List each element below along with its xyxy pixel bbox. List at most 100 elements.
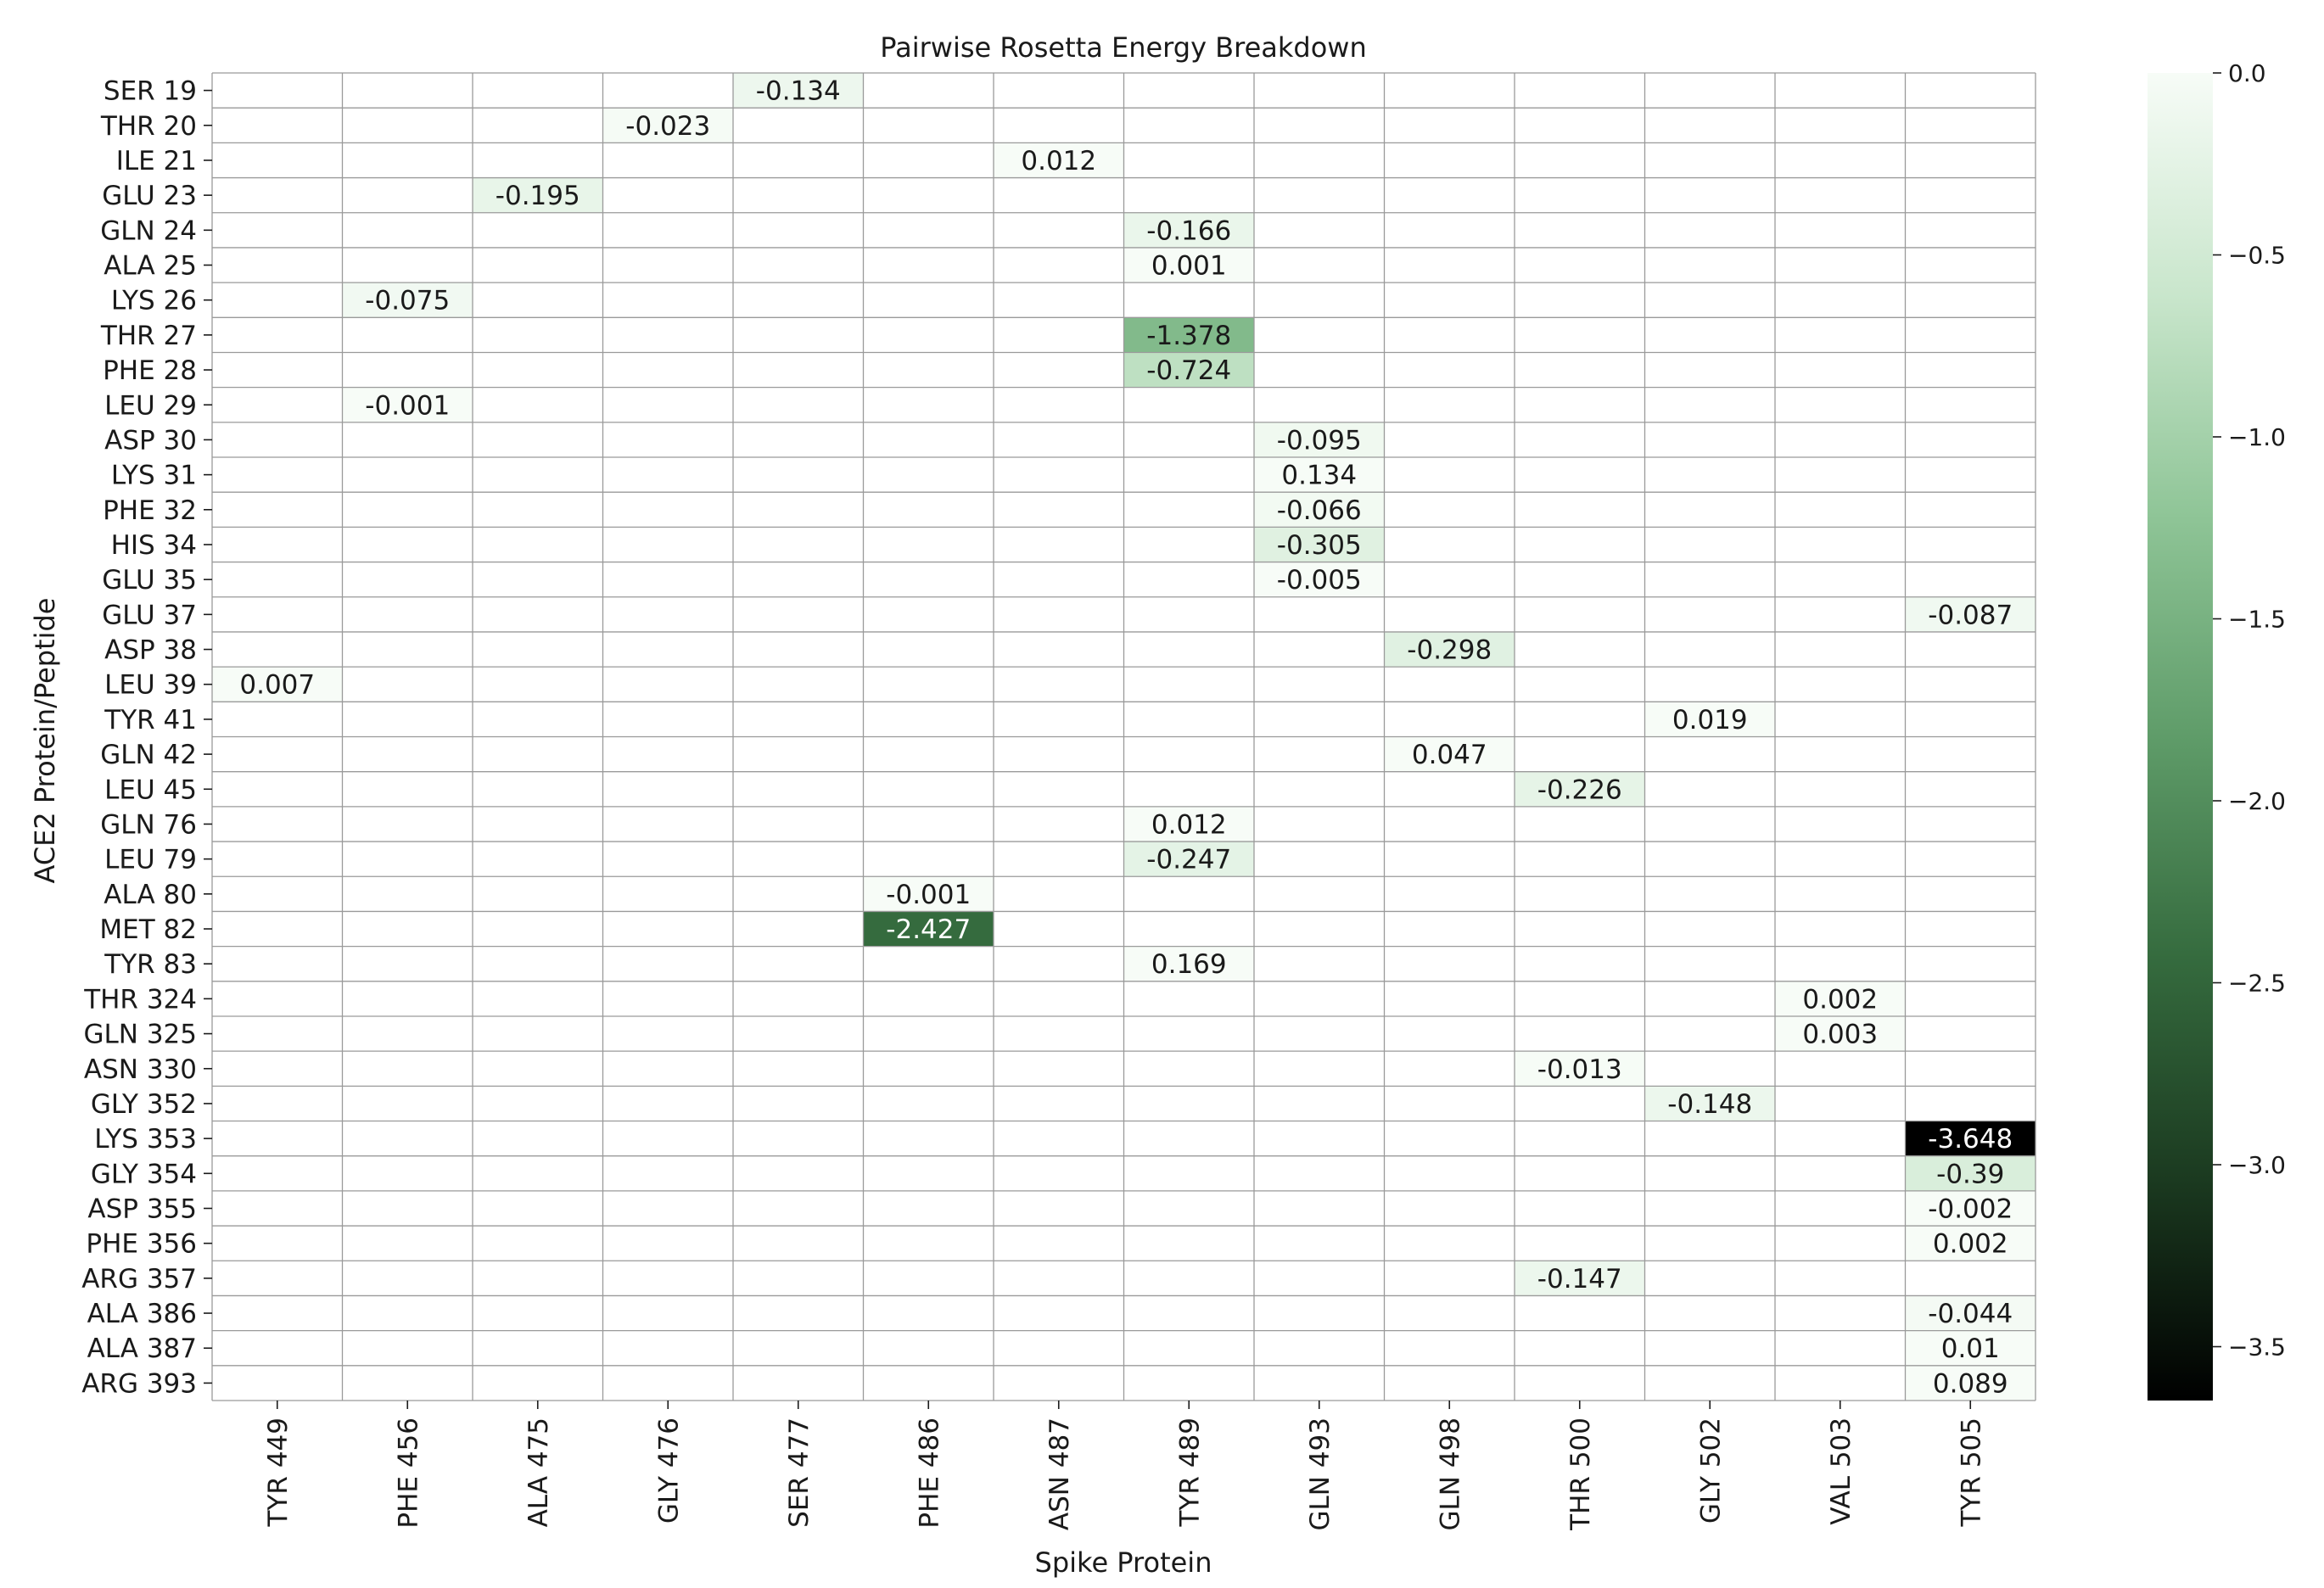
x-tick-label: GLN 493 [1305, 1417, 1336, 1531]
cell-value-label: 0.007 [239, 670, 315, 701]
heatmap-cell-tyr-83-tyr-489 [1123, 946, 1254, 981]
heatmap-cell-asn-330-thr-500 [1515, 1051, 1645, 1087]
cell-value-label: 0.001 [1151, 251, 1227, 282]
x-tick-label: ALA 475 [524, 1417, 554, 1527]
y-tick-label: GLY 354 [91, 1159, 197, 1189]
y-tick-label: GLN 76 [100, 809, 197, 840]
cell-value-label: -0.023 [625, 111, 710, 142]
heatmap-cell-lys-353-tyr-505 [1905, 1121, 2036, 1156]
x-tick-label: GLY 476 [653, 1417, 684, 1524]
heatmap-cell-phe-356-tyr-505 [1905, 1226, 2036, 1261]
cell-value-label: -0.305 [1277, 530, 1362, 561]
cell-value-label: 0.089 [1933, 1368, 2008, 1399]
cell-value-label: 0.003 [1802, 1020, 1878, 1050]
y-tick-label: GLN 24 [100, 215, 197, 246]
cell-value-label: 0.01 [1941, 1334, 2000, 1364]
colorbar-tick-label: −2.0 [2228, 787, 2286, 815]
cell-value-label: -0.087 [1928, 600, 2013, 630]
colorbar-gradient [2148, 73, 2213, 1401]
y-tick-label: GLN 42 [100, 740, 197, 770]
heatmap-cell-thr-27-tyr-489 [1123, 317, 1254, 353]
x-axis: TYR 449 PHE 456 ALA 475 GLY 476 SER 477 PHE 4… [263, 1401, 1986, 1531]
heatmap-cell-glu-37-tyr-505 [1905, 596, 2036, 632]
cell-value-label: 0.134 [1281, 461, 1357, 491]
x-tick-label: GLY 502 [1695, 1417, 1726, 1524]
y-tick-label: PHE 28 [103, 355, 197, 386]
cell-value-label: 0.002 [1933, 1229, 2008, 1260]
x-tick-label: VAL 503 [1826, 1417, 1856, 1525]
cell-value-label: -0.002 [1928, 1194, 2013, 1224]
y-tick-label: ASP 38 [104, 635, 197, 666]
cell-value-label: -0.166 [1146, 215, 1231, 246]
heatmap-cell-asp-38-gln-498 [1384, 631, 1515, 668]
cell-value-label: -0.39 [1936, 1159, 2004, 1189]
y-tick-label: LEU 45 [104, 774, 197, 805]
heatmap-cell-gln-42-gln-498 [1384, 736, 1515, 772]
y-tick-label: MET 82 [99, 914, 197, 945]
y-tick-label: ASP 30 [104, 425, 197, 456]
cell-value-label: 0.047 [1412, 740, 1487, 770]
heatmap-cell-lys-26-phe-456 [342, 282, 473, 318]
cell-value-label: -1.378 [1146, 321, 1231, 351]
colorbar: 0.0 −0.5 −1.0 −1.5 −2.0 −2.5 −3.0 −3.5 [2148, 59, 2286, 1401]
cell-value-label: -2.427 [886, 914, 971, 945]
cell-value-label: -0.298 [1407, 635, 1492, 666]
heatmap-cell-phe-28-tyr-489 [1123, 352, 1254, 388]
cell-value-label: 0.019 [1672, 705, 1748, 735]
cell-value-label: -0.044 [1928, 1299, 2013, 1329]
heatmap-cell-ala-386-tyr-505 [1905, 1295, 2036, 1331]
cell-value-label: -0.195 [496, 181, 580, 211]
heatmap-cell-ala-25-tyr-489 [1123, 247, 1254, 283]
y-tick-label: LYS 353 [94, 1124, 197, 1155]
y-tick-label: ARG 357 [81, 1264, 197, 1294]
heatmap-cell-ile-21-asn-487 [994, 143, 1124, 178]
cell-value-label: -0.013 [1537, 1054, 1622, 1085]
heatmap-cell-tyr-41-gly-502 [1644, 702, 1775, 737]
y-tick-label: ALA 80 [104, 880, 197, 910]
heatmap-cell-leu-29-phe-456 [342, 387, 473, 422]
y-tick-label: ASP 355 [87, 1194, 197, 1224]
heatmap-cell-asp-30-gln-493 [1254, 422, 1385, 458]
y-axis-title: ACE2 Protein/Peptide [29, 598, 61, 884]
x-tick-label: TYR 505 [1956, 1417, 1986, 1527]
heatmap-cells [212, 73, 2036, 1401]
y-axis: SER 19 THR 20 ILE 21 GLU 23 GLN 24 ALA 25 LYS … [81, 76, 212, 1399]
y-tick-label: GLY 352 [91, 1089, 197, 1120]
y-tick-label: THR 20 [100, 111, 197, 142]
y-tick-label: LYS 31 [111, 461, 197, 491]
cell-value-label: -0.226 [1537, 774, 1622, 805]
y-tick-label: SER 19 [104, 76, 197, 107]
y-tick-label: LEU 39 [104, 670, 197, 701]
cell-value-label: 0.012 [1151, 809, 1227, 840]
heatmap-value-labels: -0.134 -0.023 0.012 -0.195 -0.166 0.001 -0.075… [239, 76, 2013, 1400]
cell-value-label: -0.075 [365, 286, 450, 316]
y-tick-label: GLN 325 [83, 1020, 197, 1050]
x-tick-label: THR 500 [1565, 1417, 1596, 1531]
colorbar-tick-label: 0.0 [2228, 59, 2266, 87]
heatmap-cell-ala-387-tyr-505 [1905, 1330, 2036, 1366]
cell-value-label: -0.066 [1277, 495, 1362, 526]
heatmap-cell-his-34-gln-493 [1254, 527, 1385, 562]
y-tick-label: ALA 387 [87, 1334, 197, 1364]
y-tick-label: THR 324 [83, 984, 197, 1015]
cell-value-label: -0.147 [1537, 1264, 1622, 1294]
heatmap-cell-arg-357-thr-500 [1515, 1261, 1645, 1296]
heatmap-cell-met-82-phe-486 [863, 911, 994, 947]
chart-title: Pairwise Rosetta Energy Breakdown [880, 31, 1367, 64]
y-tick-label: TYR 83 [104, 949, 197, 980]
y-tick-label: TYR 41 [104, 705, 197, 735]
cell-value-label: -0.001 [365, 390, 450, 421]
y-tick-label: ALA 25 [104, 251, 197, 282]
heatmap-cell-gln-325-val-503 [1775, 1015, 1906, 1052]
cell-value-label: -3.648 [1928, 1124, 2013, 1155]
heatmap-cell-leu-79-tyr-489 [1123, 842, 1254, 877]
heatmap-cell-leu-39-tyr-449 [212, 667, 343, 702]
heatmap-cell-arg-393-tyr-505 [1905, 1365, 2036, 1401]
cell-value-label: -0.005 [1277, 565, 1362, 596]
y-tick-label: GLU 23 [102, 181, 197, 211]
y-tick-label: HIS 34 [111, 530, 197, 561]
x-tick-label: PHE 486 [914, 1417, 944, 1529]
heatmap-cell-ala-80-phe-486 [863, 876, 994, 912]
heatmap-cell-ser-19-ser-477 [733, 73, 864, 109]
y-tick-label: THR 27 [100, 321, 197, 351]
